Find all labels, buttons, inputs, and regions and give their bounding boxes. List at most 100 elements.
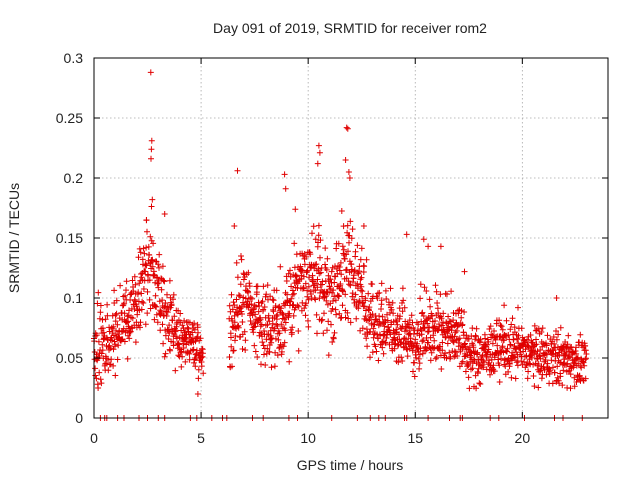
data-point <box>399 300 405 306</box>
data-point <box>331 279 338 286</box>
data-point <box>508 374 515 381</box>
data-point <box>375 335 382 342</box>
data-point <box>144 288 151 295</box>
data-point <box>195 375 202 382</box>
data-point <box>398 354 405 361</box>
data-point <box>114 356 121 363</box>
data-point <box>97 309 104 316</box>
data-point <box>108 356 115 363</box>
data-point <box>288 329 295 336</box>
data-point <box>459 321 466 328</box>
data-point <box>455 310 462 317</box>
data-point <box>321 310 327 317</box>
data-point <box>270 297 277 304</box>
data-point <box>416 365 423 372</box>
data-point <box>442 350 449 357</box>
data-point <box>161 312 168 319</box>
data-point <box>131 273 138 280</box>
data-point <box>556 380 563 387</box>
data-point <box>444 340 451 347</box>
data-point <box>302 280 309 287</box>
data-point <box>161 304 167 311</box>
data-point <box>132 281 139 288</box>
data-point <box>309 230 315 237</box>
data-point <box>287 298 294 305</box>
data-point <box>347 319 354 326</box>
data-point <box>420 337 427 344</box>
data-point <box>99 341 106 348</box>
data-point <box>312 287 319 294</box>
data-point <box>138 306 145 313</box>
data-point <box>453 327 460 334</box>
data-point <box>412 336 419 343</box>
data-point <box>496 362 503 369</box>
data-point <box>542 350 549 357</box>
data-point <box>268 364 275 371</box>
data-point <box>553 295 560 301</box>
data-point <box>413 354 420 361</box>
data-point <box>337 281 344 287</box>
data-point <box>229 324 236 331</box>
data-point <box>258 321 265 328</box>
data-point <box>189 329 196 336</box>
data-point <box>399 285 406 292</box>
data-point <box>492 336 499 343</box>
data-point <box>499 326 506 333</box>
data-point <box>556 351 563 358</box>
data-point <box>563 361 570 368</box>
data-point <box>303 268 310 275</box>
data-point <box>427 303 434 310</box>
data-point <box>557 373 564 380</box>
y-tick-label: 0.05 <box>56 350 83 366</box>
data-point <box>260 283 267 290</box>
data-point <box>160 277 167 284</box>
data-point <box>433 354 440 361</box>
data-point <box>481 359 488 366</box>
data-point <box>148 146 155 153</box>
data-point <box>295 347 302 354</box>
data-point <box>482 335 489 342</box>
data-point <box>259 339 266 346</box>
data-point <box>327 276 334 283</box>
data-point <box>135 289 142 296</box>
data-point <box>266 349 273 356</box>
data-point <box>148 155 154 162</box>
data-point <box>543 342 550 349</box>
data-point <box>543 351 550 358</box>
data-point <box>162 300 169 306</box>
data-point <box>314 160 321 167</box>
data-point <box>477 381 484 387</box>
data-point <box>438 366 445 372</box>
data-point <box>562 352 569 359</box>
data-point <box>352 248 359 255</box>
data-point <box>129 315 136 322</box>
data-point <box>559 382 566 389</box>
data-point <box>226 354 233 360</box>
data-point <box>112 341 119 348</box>
data-point <box>511 353 518 360</box>
data-point <box>360 269 367 275</box>
data-point <box>508 321 515 328</box>
data-point <box>340 246 347 253</box>
data-point <box>194 333 201 340</box>
data-point <box>325 352 332 359</box>
data-point <box>369 349 376 356</box>
data-point <box>571 383 578 390</box>
data-point <box>371 321 378 328</box>
data-point <box>394 321 401 328</box>
data-point <box>148 203 155 210</box>
data-point <box>423 288 430 294</box>
data-point <box>473 325 480 332</box>
data-point <box>149 196 156 203</box>
data-point <box>419 338 426 345</box>
data-point <box>336 310 343 317</box>
data-point <box>179 322 186 329</box>
data-point <box>167 347 174 354</box>
data-point <box>514 362 521 369</box>
data-point <box>358 274 365 281</box>
data-point <box>544 332 551 339</box>
data-point <box>465 374 472 381</box>
data-point <box>553 328 559 334</box>
data-point <box>138 274 145 281</box>
data-point <box>269 320 276 327</box>
